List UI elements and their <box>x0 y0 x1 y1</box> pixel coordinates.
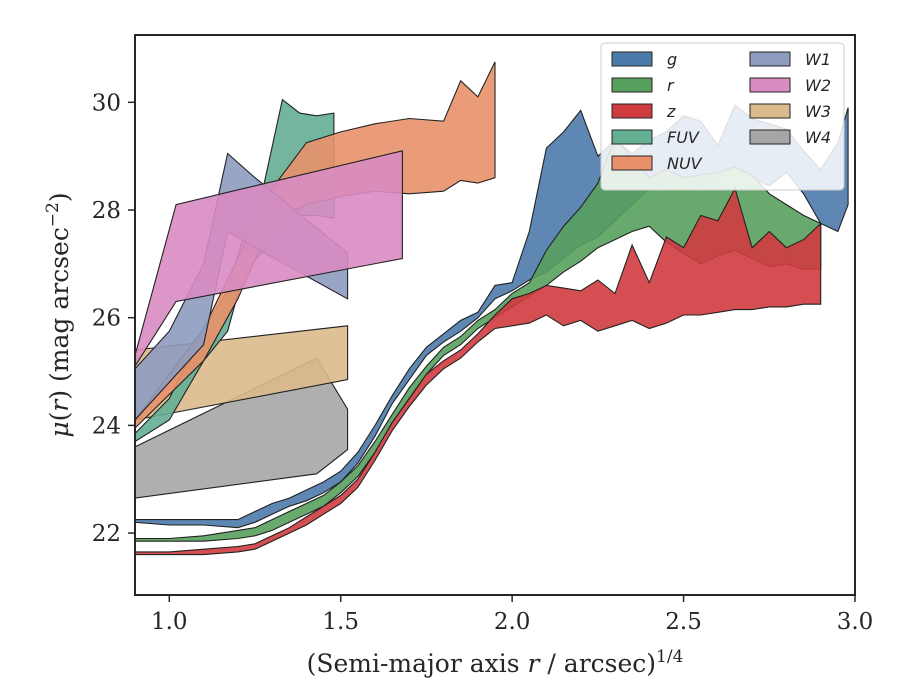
band-z <box>135 187 822 556</box>
legend-label-r: r <box>667 76 675 95</box>
y-tick-label: 28 <box>92 198 121 224</box>
legend-swatch-w3 <box>749 103 791 119</box>
x-tick-label: 2.5 <box>665 609 702 635</box>
legend: grz FUV NUV W1 W2 W3 W4 <box>600 42 845 191</box>
legend-label-z: z <box>666 102 676 121</box>
legend-swatch-z <box>611 103 653 119</box>
x-axis-label: (Semi-major axis r / arcsec)1/4 <box>307 647 684 678</box>
legend-label-nuv: NUV <box>667 154 703 173</box>
band-w2 <box>135 150 403 368</box>
legend-label-w3: W3 <box>805 102 831 121</box>
x-tick-label: 3.0 <box>837 609 874 635</box>
legend-label-w1: W1 <box>805 50 831 69</box>
plot-frame <box>134 34 856 596</box>
y-tick-label: 30 <box>92 90 121 116</box>
legend-swatch-g <box>611 51 653 67</box>
y-tick-label: 22 <box>92 521 121 547</box>
y-axis-label: μ(r) (mag arcsec−2) <box>43 192 74 437</box>
x-axis: 1.0 1.5 2.0 2.5 3.0 <box>151 595 873 635</box>
band-w4 <box>135 357 349 499</box>
x-tick-label: 1.0 <box>151 609 188 635</box>
y-tick-label: 24 <box>92 413 121 439</box>
legend-swatch-w2 <box>749 77 791 93</box>
legend-swatch-r <box>611 77 653 93</box>
legend-swatch-fuv <box>611 129 653 145</box>
legend-label-w2: W2 <box>805 76 831 95</box>
legend-swatch-w1 <box>749 51 791 67</box>
x-tick-label: 1.5 <box>322 609 359 635</box>
y-tick-label: 26 <box>92 306 121 332</box>
legend-swatch-nuv <box>611 155 653 171</box>
legend-swatch-w4 <box>749 129 791 145</box>
legend-label-fuv: FUV <box>667 128 700 147</box>
x-tick-label: 2.0 <box>494 609 531 635</box>
legend-label-g: g <box>667 50 677 69</box>
y-axis: 22 24 26 28 30 <box>92 90 135 547</box>
legend-label-w4: W4 <box>805 128 831 147</box>
